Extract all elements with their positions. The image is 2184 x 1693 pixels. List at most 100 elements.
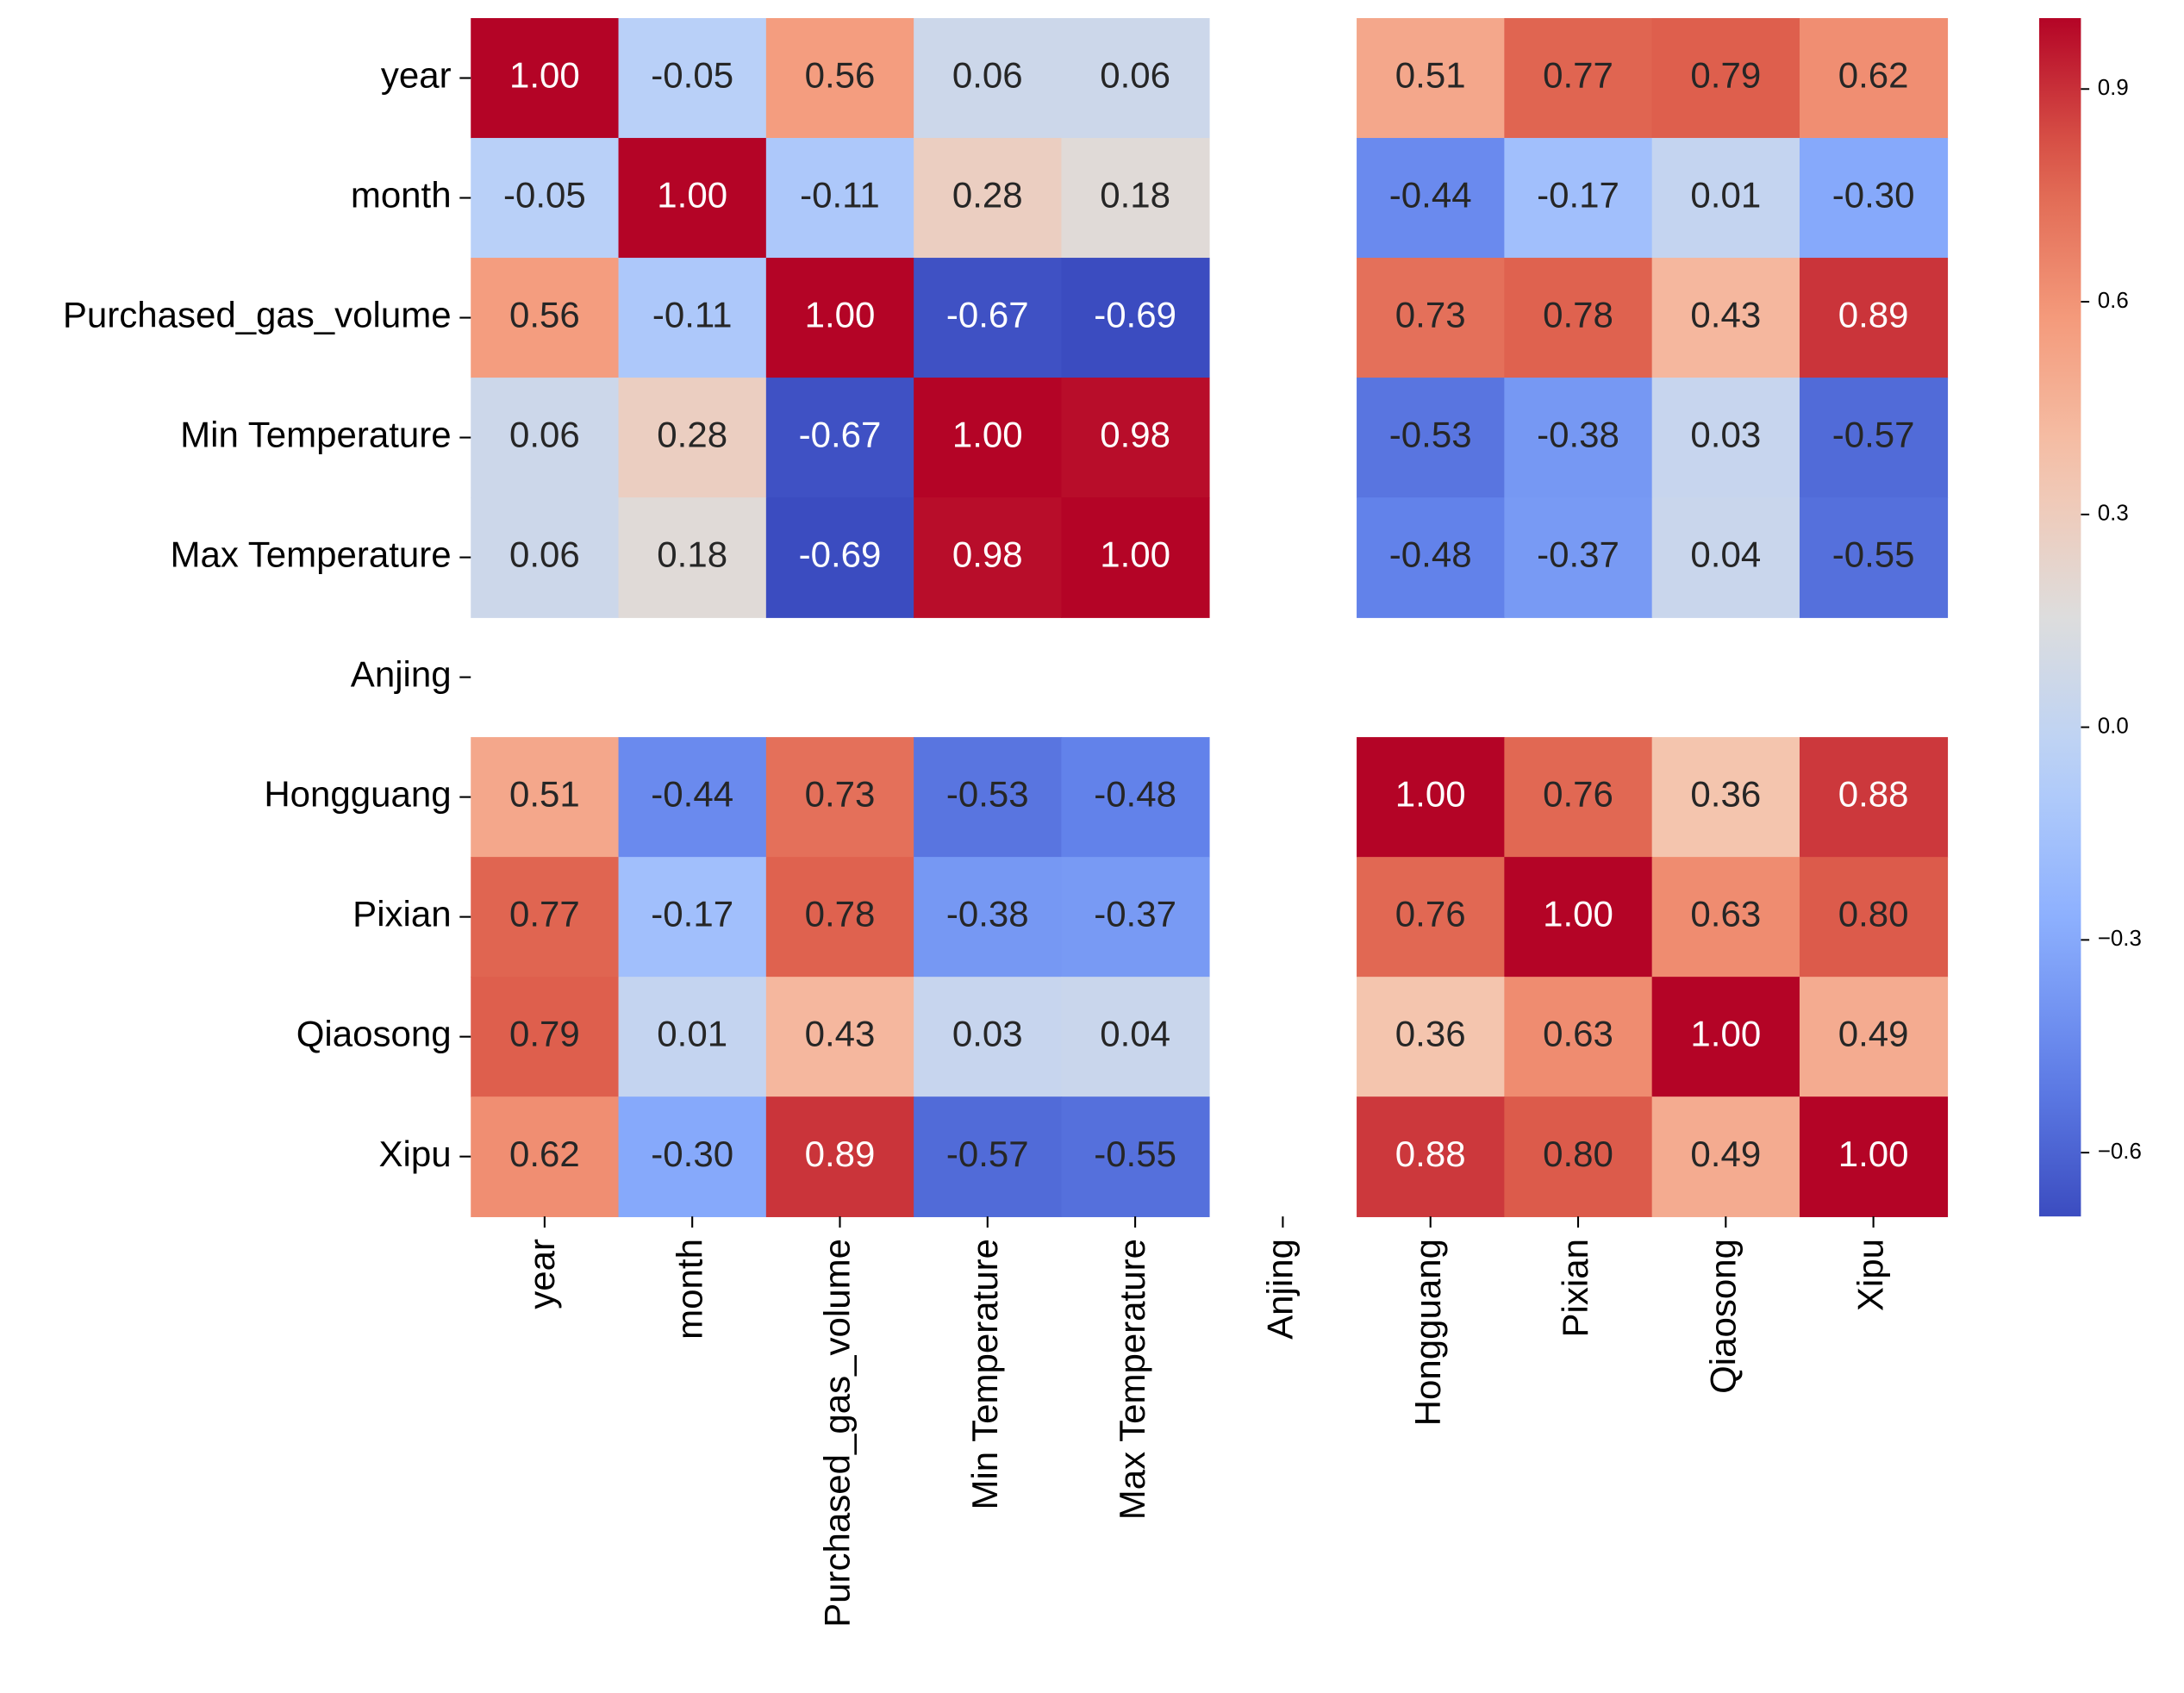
cell — [471, 857, 620, 978]
cell-label: -0.53 — [1389, 415, 1472, 455]
cell-label: 0.73 — [1395, 295, 1466, 335]
cell-label: 1.00 — [1690, 1014, 1761, 1054]
cell-label: -0.44 — [1389, 175, 1472, 216]
cell-label: 1.00 — [952, 415, 1023, 455]
cell — [1061, 857, 1210, 978]
cell-label: -0.11 — [800, 175, 880, 216]
cell-label: 0.73 — [805, 774, 876, 815]
x-tick-label: Max Temperature — [1112, 1239, 1152, 1520]
cell-label: -0.05 — [651, 55, 733, 96]
cell — [914, 977, 1063, 1097]
cell — [1799, 138, 1949, 259]
cell-label: 1.00 — [805, 295, 876, 335]
cell — [1799, 497, 1949, 618]
cell — [1061, 497, 1210, 618]
cell — [765, 18, 914, 139]
cell — [618, 258, 767, 378]
cell-label: 0.76 — [1543, 774, 1613, 815]
cell — [1651, 737, 1800, 858]
cell-label: 0.51 — [1395, 55, 1466, 96]
cell-label: 0.78 — [1543, 295, 1613, 335]
cell — [471, 378, 620, 498]
y-tick-label: Purchased_gas_volume — [63, 295, 452, 335]
cell — [618, 857, 767, 978]
x-tick-label: Purchased_gas_volume — [817, 1239, 858, 1627]
cell-label: -0.30 — [651, 1134, 733, 1174]
cell-label: -0.17 — [651, 894, 733, 934]
cell — [1651, 258, 1800, 378]
cell-label: 0.06 — [1100, 55, 1170, 96]
cell — [1357, 857, 1506, 978]
cell — [1651, 138, 1800, 259]
cell — [1651, 857, 1800, 978]
cell-label: 0.62 — [509, 1134, 580, 1174]
cell-label: -0.37 — [1094, 894, 1176, 934]
cell-label: 0.04 — [1690, 534, 1761, 575]
cell-label: 0.36 — [1690, 774, 1761, 815]
cell-label: -0.57 — [1832, 415, 1915, 455]
cell — [914, 258, 1063, 378]
cell-label: 0.18 — [1100, 175, 1170, 216]
cell — [1357, 1096, 1506, 1217]
cell-label: -0.37 — [1537, 534, 1619, 575]
cell-label: 0.43 — [1690, 295, 1761, 335]
cell-label: 0.49 — [1690, 1134, 1761, 1174]
cell-label: -0.05 — [503, 175, 586, 216]
cell-label: 0.49 — [1838, 1014, 1909, 1054]
cell-label: -0.11 — [652, 295, 733, 335]
cell-label: -0.69 — [799, 534, 882, 575]
cell-label: 1.00 — [1838, 1134, 1909, 1174]
colorbar-tick-label: 0.3 — [2098, 502, 2129, 526]
cell — [1651, 1096, 1800, 1217]
y-tick-label: Qiaosong — [296, 1014, 452, 1054]
cell-label: 0.88 — [1838, 774, 1909, 815]
cell — [1357, 977, 1506, 1097]
cell — [1061, 737, 1210, 858]
x-tick-label: Xipu — [1850, 1239, 1891, 1311]
cell — [1651, 378, 1800, 498]
colorbar-tick-label: 0.6 — [2098, 289, 2129, 313]
cell-label: -0.55 — [1094, 1134, 1176, 1174]
cell — [618, 138, 767, 259]
cell — [1357, 378, 1506, 498]
cell-label: -0.30 — [1832, 175, 1915, 216]
cell-label: -0.69 — [1094, 295, 1176, 335]
cell — [471, 258, 620, 378]
cell-label: 1.00 — [1395, 774, 1466, 815]
cell-label: 0.89 — [805, 1134, 876, 1174]
cell-label: 0.03 — [1690, 415, 1761, 455]
y-tick-label: month — [351, 175, 452, 216]
cell — [914, 1096, 1063, 1217]
cell — [618, 18, 767, 139]
cell — [765, 1096, 914, 1217]
cell — [471, 18, 620, 139]
cell — [1061, 1096, 1210, 1217]
cell — [765, 497, 914, 618]
cell — [1504, 258, 1653, 378]
cell-label: -0.67 — [799, 415, 882, 455]
cell — [1651, 18, 1800, 139]
cell — [765, 138, 914, 259]
cell — [1357, 138, 1506, 259]
y-tick-label: Anjing — [351, 654, 452, 695]
cell — [618, 1096, 767, 1217]
cell-label: -0.38 — [946, 894, 1029, 934]
x-tick-label: month — [669, 1239, 709, 1340]
cell-label: 0.01 — [657, 1014, 727, 1054]
cell — [1357, 258, 1506, 378]
cell-label: -0.17 — [1537, 175, 1619, 216]
cell-label: 0.06 — [509, 534, 580, 575]
cell — [765, 378, 914, 498]
cell — [1504, 1096, 1653, 1217]
cell-label: 0.28 — [952, 175, 1023, 216]
cell — [1357, 737, 1506, 858]
cell — [765, 258, 914, 378]
cell — [618, 497, 767, 618]
cell-label: 0.79 — [509, 1014, 580, 1054]
cell-label: 0.18 — [657, 534, 727, 575]
cell-label: 1.00 — [657, 175, 727, 216]
cell — [1061, 138, 1210, 259]
cell-label: 1.00 — [509, 55, 580, 96]
